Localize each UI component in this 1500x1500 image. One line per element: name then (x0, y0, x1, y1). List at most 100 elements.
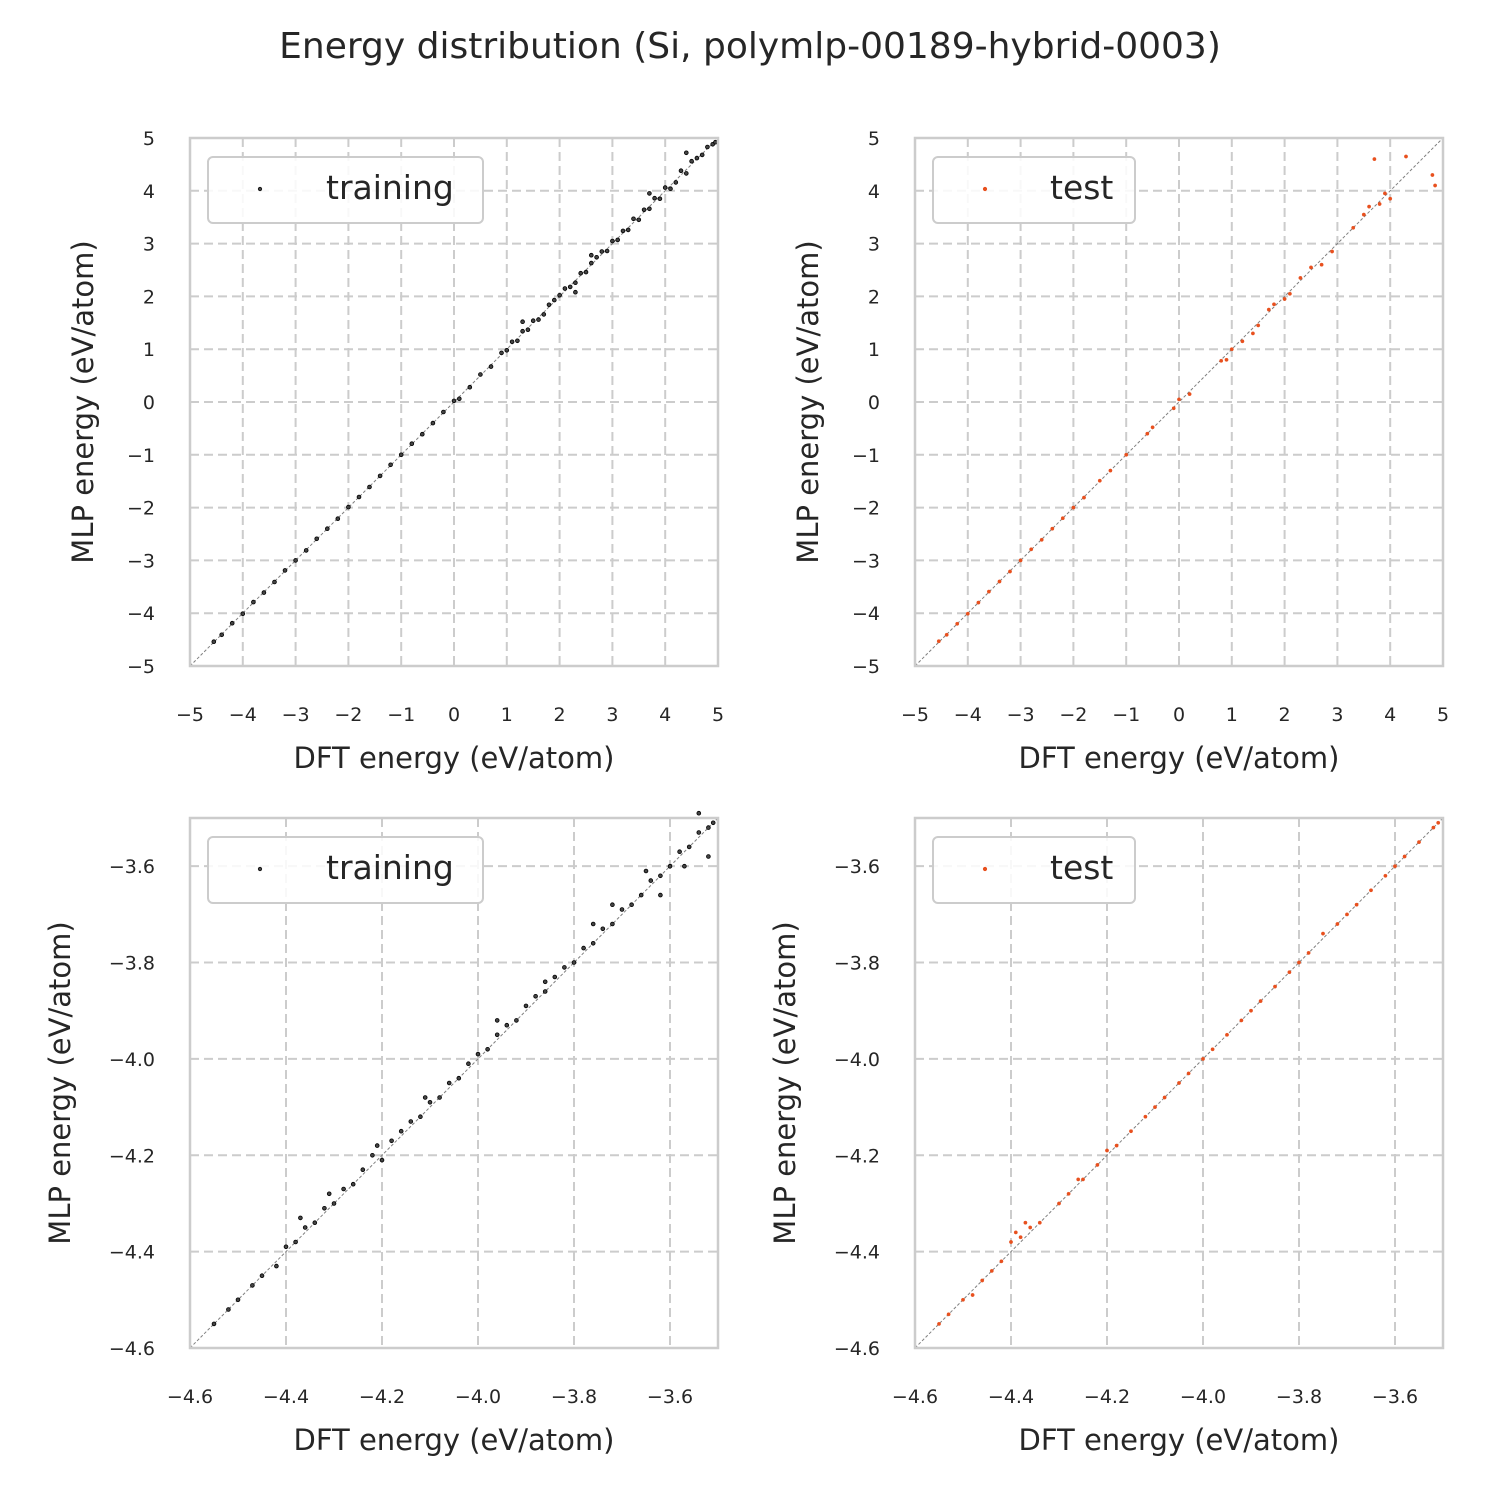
data-point (562, 965, 567, 970)
data-point (1201, 1057, 1205, 1061)
data-point (1108, 468, 1113, 473)
y-tick-label: 5 (143, 128, 155, 150)
x-tick-label: −5 (176, 704, 204, 726)
data-point (1256, 323, 1261, 328)
data-point (696, 810, 702, 816)
data-point (682, 863, 687, 869)
data-point (1171, 406, 1176, 411)
data-point (542, 979, 548, 985)
data-point (274, 1263, 279, 1269)
y-tick-label: −4.4 (834, 1242, 880, 1264)
data-point (1433, 183, 1438, 188)
y-tick-label: −3 (852, 550, 880, 572)
data-point (625, 227, 631, 233)
x-tick-label: −3.6 (647, 1386, 693, 1408)
data-point (583, 269, 589, 275)
data-point (1383, 191, 1387, 196)
data-point (520, 319, 525, 325)
y-tick-label: −5 (852, 656, 880, 678)
x-tick-label: −4 (954, 704, 982, 726)
x-tick-label: 4 (659, 704, 671, 726)
data-point (259, 1273, 265, 1278)
panel-top-right: −5 −4 −3 −2 −1 0 1 2 3 4 5 −5 −4 −3 −2 −1 0 1 2 3 4 5 DFT ener… (791, 128, 1449, 775)
data-point (324, 526, 330, 531)
data-point (350, 1181, 356, 1187)
data-point (652, 195, 657, 201)
data-point (1082, 495, 1086, 500)
y-tick-label: −4.6 (834, 1338, 880, 1360)
data-point (1436, 820, 1441, 825)
data-point (1367, 204, 1372, 209)
data-point (1430, 173, 1435, 177)
data-point (1354, 902, 1359, 907)
data-point (631, 216, 636, 222)
y-tick-label: 1 (868, 339, 880, 361)
data-point (388, 462, 393, 468)
data-point (689, 158, 694, 164)
data-point (1297, 960, 1301, 965)
data-point (1319, 262, 1324, 267)
figure-title: Energy distribution (Si, polymlp-00189-h… (279, 26, 1221, 67)
x-tick-label: −3 (282, 704, 310, 726)
data-point (211, 639, 217, 644)
x-tick-label: 3 (1331, 704, 1343, 726)
data-point (647, 206, 652, 212)
data-point (211, 1321, 217, 1327)
data-point (504, 1022, 510, 1028)
data-point (346, 504, 351, 510)
data-point (523, 1003, 529, 1009)
data-point (1039, 537, 1044, 542)
data-point (240, 611, 246, 616)
y-tick-label: 3 (143, 234, 155, 256)
y-axis-label: MLP energy (eV/atom) (791, 240, 825, 563)
data-point (335, 516, 341, 521)
data-point (1239, 1018, 1244, 1023)
data-point (303, 548, 309, 553)
x-tick-label: −2 (1059, 704, 1087, 726)
x-tick-label: 2 (554, 704, 566, 726)
data-point (370, 1153, 375, 1158)
data-point (530, 318, 536, 324)
data-point (398, 452, 404, 458)
data-point (946, 1312, 951, 1317)
x-axis-label: DFT energy (eV/atom) (294, 741, 615, 775)
x-tick-label: 1 (1226, 704, 1238, 726)
legend-label: training (326, 168, 454, 207)
data-point (478, 372, 483, 377)
data-point (1081, 1177, 1085, 1182)
y-tick-label: −4.0 (834, 1049, 880, 1071)
data-point (475, 1051, 481, 1057)
data-point (696, 830, 702, 835)
data-point (1393, 864, 1397, 869)
legend-box (932, 156, 1136, 224)
data-point (314, 536, 320, 542)
data-point (1282, 297, 1287, 301)
data-point (694, 155, 700, 161)
data-point (1066, 1191, 1071, 1196)
x-tick-label: −1 (1112, 704, 1140, 726)
data-point (677, 849, 682, 854)
data-point (1097, 478, 1102, 483)
data-point (488, 364, 494, 369)
data-point (293, 1239, 298, 1245)
data-point (699, 152, 705, 158)
data-point (1306, 951, 1311, 955)
legend: test (932, 156, 1136, 224)
data-point (961, 1297, 965, 1302)
data-point (293, 558, 298, 563)
data-point (965, 611, 970, 616)
data-point (673, 180, 679, 185)
x-tick-label: −4.4 (263, 1386, 309, 1408)
data-point (451, 398, 457, 404)
data-point (536, 317, 541, 322)
data-point (1018, 1235, 1023, 1240)
data-point (686, 844, 692, 850)
data-point (322, 1206, 327, 1211)
axes-frame (913, 136, 1445, 668)
y-tick-label: −5 (127, 656, 155, 678)
y-tick-label: 4 (868, 181, 880, 203)
data-point (588, 260, 594, 266)
data-point (533, 993, 538, 999)
data-point (389, 1138, 394, 1144)
data-point (1383, 873, 1388, 878)
